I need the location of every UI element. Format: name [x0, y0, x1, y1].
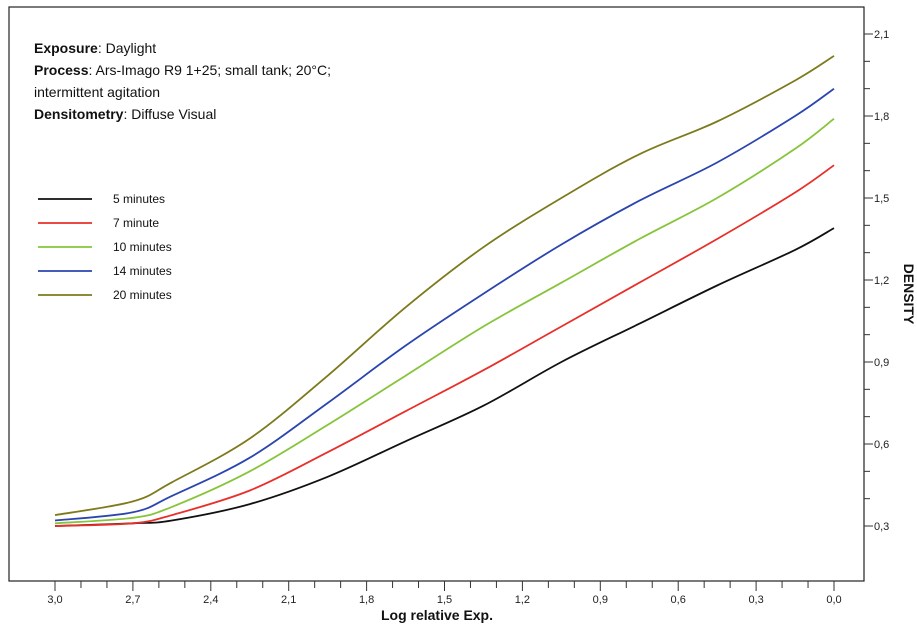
legend-label: 14 minutes	[113, 264, 172, 278]
series-line-3	[54, 117, 835, 525]
process-line-2: intermittent agitation	[34, 84, 161, 100]
y-tick-label: 1,8	[874, 111, 889, 123]
y-tick-label: 0,3	[874, 521, 889, 533]
y-tick-label: 0,9	[874, 357, 889, 369]
series-line-4	[54, 87, 835, 522]
series-line-5	[54, 55, 835, 516]
x-tick-label: 0,3	[748, 594, 763, 606]
x-tick-label: 2,7	[125, 594, 140, 606]
legend-label: 20 minutes	[113, 288, 172, 302]
densitometry-label: Densitometry	[34, 106, 124, 122]
densitometry-value: : Diffuse Visual	[123, 106, 217, 122]
chart-info-block: Exposure: Daylight Process: Ars-Imago R9…	[34, 37, 331, 125]
y-axis-title: DENSITY	[901, 264, 917, 325]
x-tick-label: 0,9	[593, 594, 608, 606]
exposure-label: Exposure	[34, 40, 98, 56]
exposure-value: : Daylight	[97, 40, 157, 56]
x-tick-label: 1,8	[359, 594, 374, 606]
plot-frame	[8, 6, 865, 582]
x-axis-title: Log relative Exp.	[381, 607, 493, 623]
x-tick-label: 1,5	[437, 594, 452, 606]
x-tick-label: 2,4	[203, 594, 218, 606]
legend-label: 10 minutes	[113, 240, 172, 254]
process-line: Process: Ars-Imago R9 1+25; small tank; …	[34, 59, 331, 81]
densitometry-line: Densitometry: Diffuse Visual	[34, 103, 331, 125]
x-tick-label: 3,0	[47, 594, 62, 606]
x-tick-label: 0,0	[826, 594, 841, 606]
y-tick-label: 1,5	[874, 193, 889, 205]
y-axis-ticks: 0,3 0,6 0,9 1,2 1,5 1,8 2,1	[864, 29, 889, 533]
series-line-1	[54, 227, 835, 527]
y-tick-label: 0,6	[874, 439, 889, 451]
process-label: Process	[34, 62, 89, 78]
x-tick-label: 1,2	[515, 594, 530, 606]
x-tick-label: 0,6	[671, 594, 686, 606]
process-value: : Ars-Imago R9 1+25; small tank; 20°C;	[88, 62, 332, 78]
legend: 5 minutes 7 minute 10 minutes 14 minutes 20 …	[38, 192, 172, 302]
series-line-2	[54, 164, 835, 527]
legend-label: 7 minute	[113, 216, 159, 230]
legend-label: 5 minutes	[113, 192, 165, 206]
x-tick-label: 2,1	[281, 594, 296, 606]
x-axis-ticks: 3,0 2,7 2,4 2,1 1,8 1,5 1,2 0,9 0,6 0,3 0,0	[47, 581, 842, 606]
y-tick-label: 1,2	[874, 275, 889, 287]
y-tick-label: 2,1	[874, 29, 889, 41]
exposure-line: Exposure: Daylight	[34, 37, 331, 59]
curves-group	[54, 55, 835, 527]
